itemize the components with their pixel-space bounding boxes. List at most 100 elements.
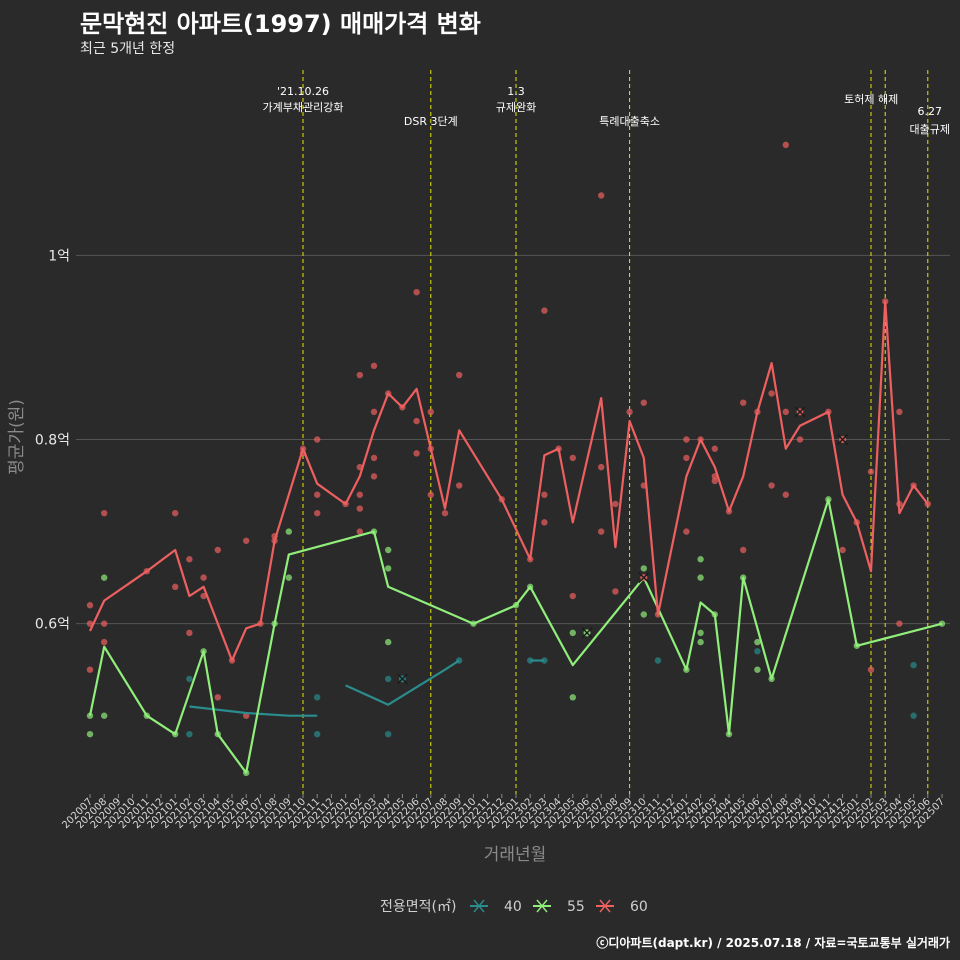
- data-point-60: [413, 450, 420, 457]
- policy-annotation: 1.3: [507, 85, 525, 98]
- data-point-60: [356, 528, 363, 535]
- data-point-60: [186, 629, 193, 637]
- footer-credit: ⓒ디아파트(dapt.kr) / 2025.07.18 / 자료=국토교통부 실…: [596, 936, 950, 950]
- data-point-60: [683, 528, 690, 535]
- data-point-60: [782, 491, 789, 498]
- data-point-60: [640, 399, 647, 406]
- policy-annotation: 규제완화: [496, 101, 536, 114]
- data-point-55: [754, 638, 761, 646]
- cross-marker-60: [638, 572, 650, 584]
- legend-key-cross-40: [473, 899, 485, 913]
- data-point-40: [186, 730, 193, 738]
- cross-marker-60: [837, 434, 849, 446]
- data-point-55: [697, 629, 704, 637]
- series-lines: [88, 300, 943, 774]
- data-point-60: [413, 288, 420, 296]
- data-point-55: [101, 574, 108, 581]
- data-point-60: [796, 436, 804, 443]
- data-point-55: [101, 712, 108, 719]
- data-point-40: [314, 694, 321, 701]
- data-point-55: [86, 712, 94, 719]
- data-point-60: [456, 482, 463, 489]
- data-point-60: [314, 509, 321, 517]
- data-point-60: [413, 417, 420, 425]
- data-point-40: [910, 712, 917, 719]
- data-point-60: [612, 500, 619, 508]
- y-tick-label: 0.8억: [35, 433, 70, 449]
- data-point-60: [86, 602, 94, 609]
- cross-markers: [396, 406, 849, 685]
- data-point-60: [626, 408, 633, 416]
- data-point-60: [172, 509, 179, 517]
- y-tick-label: 0.6억: [35, 617, 70, 633]
- data-point-55: [938, 620, 946, 627]
- data-point-60: [427, 408, 434, 416]
- data-point-60: [541, 307, 548, 314]
- data-point-60: [782, 408, 789, 416]
- data-point-60: [370, 454, 378, 462]
- policy-annotation: 가계부채관리강화: [263, 101, 344, 114]
- data-point-55: [640, 611, 647, 618]
- data-point-60: [441, 509, 449, 517]
- policy-annotation: 대출규제: [910, 123, 950, 136]
- data-point-60: [867, 666, 875, 673]
- data-point-55: [697, 556, 704, 563]
- legend-key-cross-60: [599, 899, 611, 913]
- policy-annotation: '21.10.26: [277, 85, 329, 98]
- data-point-55: [285, 574, 292, 581]
- chart-subtitle: 최근 5개년 한정: [80, 41, 176, 57]
- series-line-40: [189, 705, 318, 717]
- data-point-60: [101, 638, 108, 646]
- data-point-60: [569, 592, 576, 600]
- data-point-60: [214, 694, 221, 701]
- data-point-60: [370, 408, 378, 416]
- legend: 전용면적(㎡) 40 55 60: [380, 899, 648, 915]
- data-point-60: [356, 371, 363, 379]
- data-point-60: [896, 620, 903, 627]
- data-point-55: [697, 574, 704, 581]
- data-point-55: [385, 565, 392, 572]
- cross-marker-60: [794, 406, 806, 418]
- data-point-60: [782, 141, 789, 149]
- data-point-55: [285, 528, 292, 535]
- data-point-60: [200, 574, 207, 581]
- data-point-60: [612, 588, 619, 595]
- data-point-55: [86, 730, 94, 738]
- data-point-60: [314, 491, 321, 498]
- data-point-60: [186, 556, 193, 563]
- chart-title: 문막현진 아파트(1997) 매매가격 변화: [80, 10, 481, 38]
- data-point-60: [356, 491, 363, 498]
- grid-lines: [76, 254, 950, 625]
- data-point-55: [569, 694, 576, 701]
- data-point-40: [314, 730, 321, 738]
- legend-label-60: 60: [630, 899, 648, 915]
- data-point-60: [768, 390, 775, 397]
- data-point-60: [896, 408, 903, 416]
- data-point-40: [754, 648, 761, 655]
- data-point-55: [385, 546, 392, 554]
- data-point-40: [910, 661, 917, 669]
- data-point-60: [768, 482, 775, 489]
- data-point-60: [839, 546, 846, 554]
- data-point-55: [697, 638, 704, 646]
- series-line-60: [89, 300, 929, 662]
- policy-lines: [302, 70, 929, 794]
- data-point-60: [314, 436, 321, 443]
- legend-label-55: 55: [567, 899, 585, 915]
- y-tick-label: 1억: [48, 248, 70, 264]
- series-line-40: [345, 659, 460, 706]
- data-point-60: [711, 445, 718, 452]
- data-point-40: [385, 675, 392, 683]
- cross-marker-55: [581, 627, 593, 639]
- data-point-60: [711, 477, 718, 485]
- data-point-60: [427, 491, 434, 498]
- legend-key-cross-55: [536, 899, 548, 913]
- data-point-60: [740, 546, 747, 554]
- data-point-60: [356, 505, 363, 512]
- cross-marker-40: [396, 673, 408, 685]
- data-point-60: [740, 399, 747, 406]
- policy-annotation: DSR 3단계: [404, 115, 458, 128]
- data-point-60: [867, 468, 875, 475]
